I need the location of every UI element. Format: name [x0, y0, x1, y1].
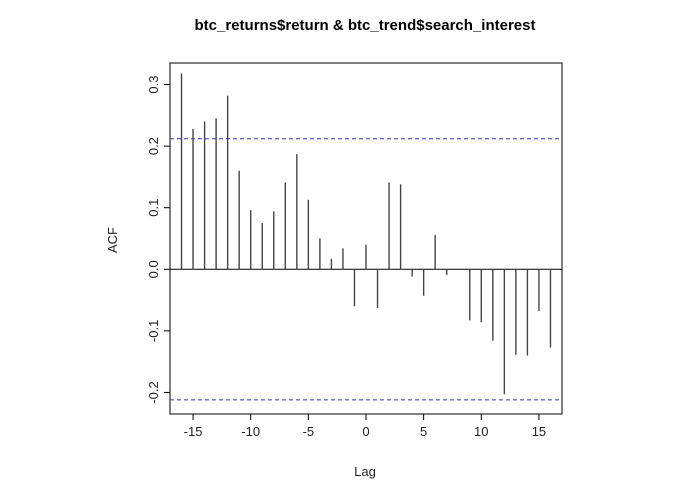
x-axis-label: Lag [354, 464, 376, 479]
y-tick-label: 0.3 [146, 76, 161, 94]
chart-title: btc_returns$return & btc_trend$search_in… [195, 17, 536, 34]
y-tick-label: 0.0 [146, 260, 161, 278]
y-tick-label: -0.1 [146, 320, 161, 342]
plot-frame [169, 62, 563, 415]
y-tick-label: 0.2 [146, 137, 161, 155]
x-axis: -15 -10 -5 0 5 10 15 [184, 413, 546, 439]
x-tick-label: 15 [532, 424, 546, 439]
plot-area [169, 62, 563, 415]
y-axis: -0.2 -0.1 0.0 0.1 0.2 0.3 [146, 76, 170, 404]
x-tick-label: -10 [241, 424, 260, 439]
x-tick-label: -15 [184, 424, 203, 439]
x-tick-label: 5 [420, 424, 427, 439]
y-tick-label: -0.2 [146, 381, 161, 403]
y-axis-label: ACF [105, 227, 120, 253]
x-tick-label: 10 [474, 424, 488, 439]
x-tick-label: -5 [303, 424, 315, 439]
x-tick-label: 0 [362, 424, 369, 439]
y-tick-label: 0.1 [146, 199, 161, 217]
